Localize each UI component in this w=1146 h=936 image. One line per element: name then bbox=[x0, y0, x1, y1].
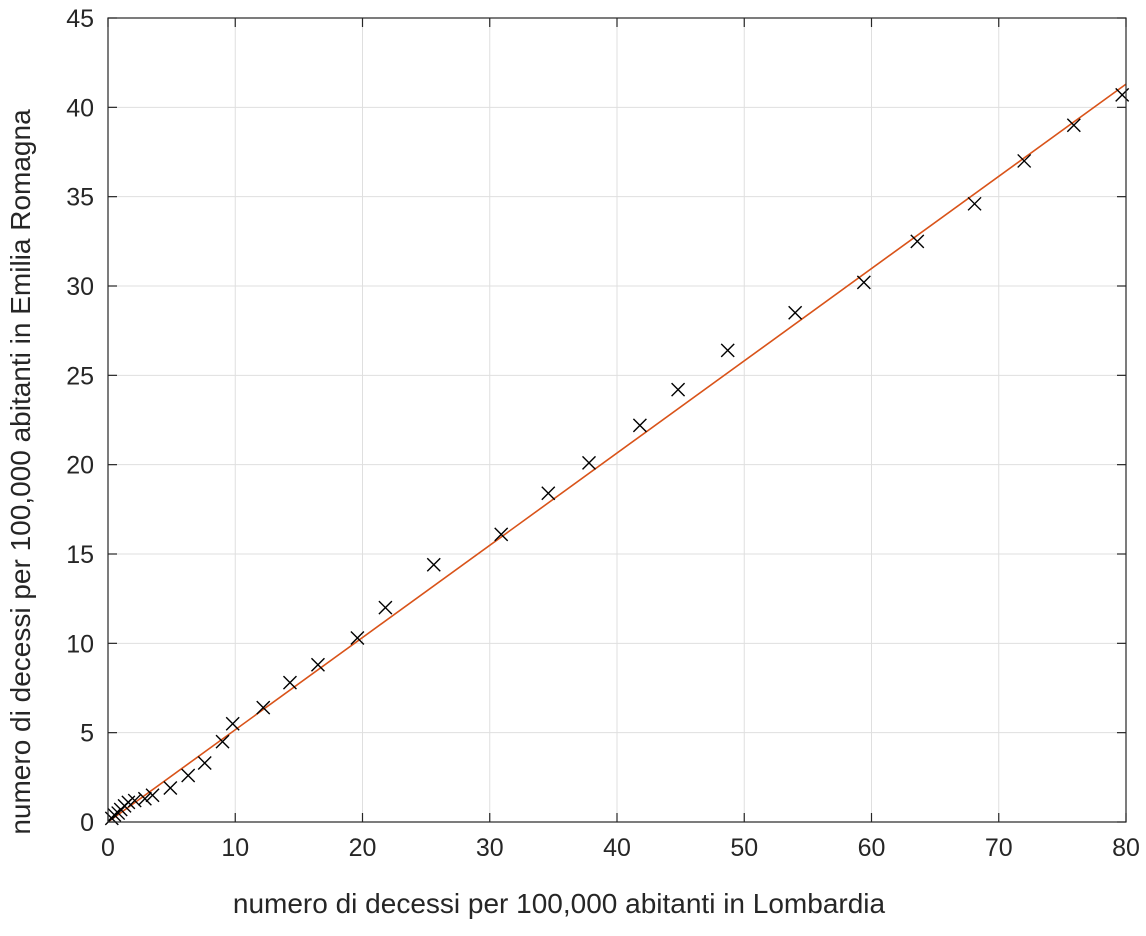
y-tick-label: 30 bbox=[66, 273, 94, 301]
data-point-marker bbox=[671, 382, 686, 397]
x-axis-label: numero di decessi per 100,000 abitanti i… bbox=[233, 888, 886, 919]
fit-line bbox=[107, 83, 1127, 823]
data-markers bbox=[104, 87, 1130, 826]
data-point-marker bbox=[541, 486, 556, 501]
x-tick-label: 30 bbox=[476, 834, 504, 862]
y-axis-ticks: 0 5 10 15 20 25 30 35 40 45 bbox=[66, 5, 1126, 837]
x-tick-label: 10 bbox=[221, 834, 249, 862]
y-tick-label: 20 bbox=[66, 452, 94, 480]
data-point-marker bbox=[856, 275, 871, 290]
data-point-marker bbox=[426, 557, 441, 572]
data-point-marker bbox=[967, 196, 982, 211]
data-point-marker bbox=[494, 527, 509, 542]
x-tick-label: 60 bbox=[858, 834, 886, 862]
y-tick-label: 0 bbox=[80, 809, 94, 837]
x-tick-label: 0 bbox=[101, 834, 115, 862]
grid-lines bbox=[108, 18, 1126, 822]
data-point-marker bbox=[256, 700, 271, 715]
y-tick-label: 15 bbox=[66, 541, 94, 569]
data-point-marker bbox=[215, 734, 230, 749]
y-tick-label: 25 bbox=[66, 362, 94, 390]
data-point-marker bbox=[1017, 153, 1032, 168]
y-tick-label: 10 bbox=[66, 630, 94, 658]
x-tick-label: 80 bbox=[1112, 834, 1140, 862]
data-point-marker bbox=[163, 781, 178, 796]
y-tick-label: 35 bbox=[66, 184, 94, 212]
y-tick-label: 45 bbox=[66, 5, 94, 33]
data-point-marker bbox=[197, 756, 212, 771]
y-axis-label: numero di decessi per 100,000 abitanti i… bbox=[5, 109, 36, 835]
y-tick-label: 40 bbox=[66, 94, 94, 122]
x-tick-label: 20 bbox=[349, 834, 377, 862]
fit-line-path bbox=[107, 83, 1127, 823]
x-tick-label: 40 bbox=[603, 834, 631, 862]
data-point-marker bbox=[350, 630, 365, 645]
data-point-marker bbox=[137, 791, 152, 806]
data-point-marker bbox=[910, 234, 925, 249]
data-point-marker bbox=[225, 716, 240, 731]
data-point-marker bbox=[632, 418, 647, 433]
data-point-marker bbox=[282, 675, 297, 690]
data-point-marker bbox=[378, 600, 393, 615]
x-tick-label: 70 bbox=[985, 834, 1013, 862]
x-axis-ticks: 0 10 20 30 40 50 60 70 80 bbox=[101, 18, 1140, 862]
data-point-marker bbox=[310, 657, 325, 672]
x-tick-label: 50 bbox=[730, 834, 758, 862]
data-point-marker bbox=[788, 305, 803, 320]
data-point-marker bbox=[1066, 118, 1081, 133]
data-point-marker bbox=[107, 807, 122, 822]
data-point-marker bbox=[720, 343, 735, 358]
data-point-marker bbox=[181, 768, 196, 783]
y-tick-label: 5 bbox=[80, 720, 94, 748]
data-point-marker bbox=[145, 788, 160, 803]
data-point-marker bbox=[582, 455, 596, 470]
